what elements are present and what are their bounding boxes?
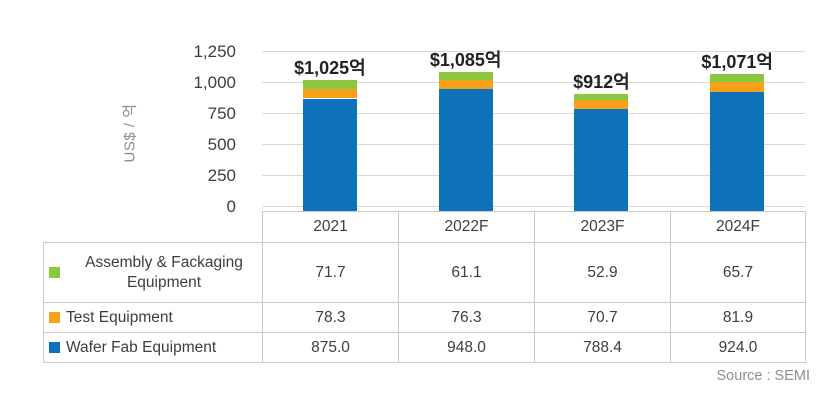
table-value-cell: 788.4 xyxy=(534,332,671,363)
gridline xyxy=(262,51,805,52)
bar-total-label: $1,071억 xyxy=(701,52,773,73)
legend-square-icon xyxy=(49,267,60,278)
table-value-cell: 948.0 xyxy=(398,332,535,363)
table-row-label-cell: Test Equipment xyxy=(43,302,263,333)
table-corner-cell xyxy=(44,212,263,243)
gridline xyxy=(262,144,805,145)
table-row: Test Equipment 78.3 76.3 70.7 81.9 xyxy=(43,302,806,333)
data-table: 2021 2022F 2023F 2024F Assembly & Fackaging … xyxy=(43,211,806,363)
bar-total-label: $912억 xyxy=(573,71,630,92)
table-value-cell: 875.0 xyxy=(262,332,399,363)
bar-segment-assembly-2023F xyxy=(574,93,629,101)
table-row-label-cell: Wafer Fab Equipment xyxy=(43,332,263,363)
bar-segment-test-2021 xyxy=(302,88,357,99)
y-tick-label: 500 xyxy=(207,135,236,154)
table-value-cell: 76.3 xyxy=(398,302,535,333)
table-header-cell: 2024F xyxy=(670,211,806,243)
y-axis-title: US$ / 억 xyxy=(121,103,139,163)
source-label: Source : SEMI xyxy=(716,368,810,384)
y-tick-label: 1,000 xyxy=(193,73,236,92)
series-label: Test Equipment xyxy=(66,308,173,326)
table-value-cell: 65.7 xyxy=(670,242,806,303)
bar-segment-wafer-fab-2022F xyxy=(438,89,493,211)
bar-segment-assembly-2021 xyxy=(302,79,357,89)
bar-segment-test-2024F xyxy=(710,82,765,93)
table-header-cell: 2022F xyxy=(398,211,535,243)
y-tick-label: 0 xyxy=(226,197,236,216)
gridline xyxy=(262,113,805,114)
table-value-cell: 71.7 xyxy=(262,242,399,303)
table-header-cell: 2023F xyxy=(534,211,671,243)
table-header-cell: 2021 xyxy=(262,211,399,243)
table-value-cell: 81.9 xyxy=(670,302,806,333)
gridline xyxy=(262,206,805,207)
bar-segment-wafer-fab-2023F xyxy=(574,109,629,211)
series-label: Wafer Fab Equipment xyxy=(66,338,217,356)
bar-segment-test-2022F xyxy=(438,79,493,90)
table-value-cell: 70.7 xyxy=(534,302,671,333)
table-row: Assembly & Fackaging Equipment 71.7 61.1 52… xyxy=(43,242,806,303)
table-row-label-cell: Assembly & Fackaging Equipment xyxy=(43,242,263,303)
bar-segment-wafer-fab-2021 xyxy=(302,98,357,211)
legend-square-icon xyxy=(49,312,60,323)
bar-total-label: $1,085억 xyxy=(429,50,502,71)
y-tick-label: 250 xyxy=(207,166,236,185)
table-value-cell: 78.3 xyxy=(262,302,399,333)
bar-segment-assembly-2022F xyxy=(438,72,493,80)
bar-total-label: $1,025억 xyxy=(294,57,366,78)
gridline xyxy=(262,175,805,176)
legend-square-icon xyxy=(49,342,60,353)
bar-segment-assembly-2024F xyxy=(710,74,765,83)
table-value-cell: 924.0 xyxy=(670,332,806,363)
bar-segment-test-2023F xyxy=(574,100,629,110)
series-label: Assembly & Fackaging Equipment xyxy=(85,254,243,291)
table-row: Wafer Fab Equipment 875.0 948.0 788.4 924.0 xyxy=(43,332,806,363)
y-tick-label: 1,250 xyxy=(193,42,236,61)
gridline xyxy=(262,82,805,83)
table-value-cell: 61.1 xyxy=(398,242,535,303)
y-tick-label: 750 xyxy=(207,104,236,123)
plot-area: $1,025억 $1,085억 $912억 $1,071억 xyxy=(262,0,805,211)
y-axis-tick-labels: 1,250 1,000 750 500 250 0 xyxy=(150,0,236,216)
bar-segment-wafer-fab-2024F xyxy=(710,92,765,211)
table-value-cell: 52.9 xyxy=(534,242,671,303)
